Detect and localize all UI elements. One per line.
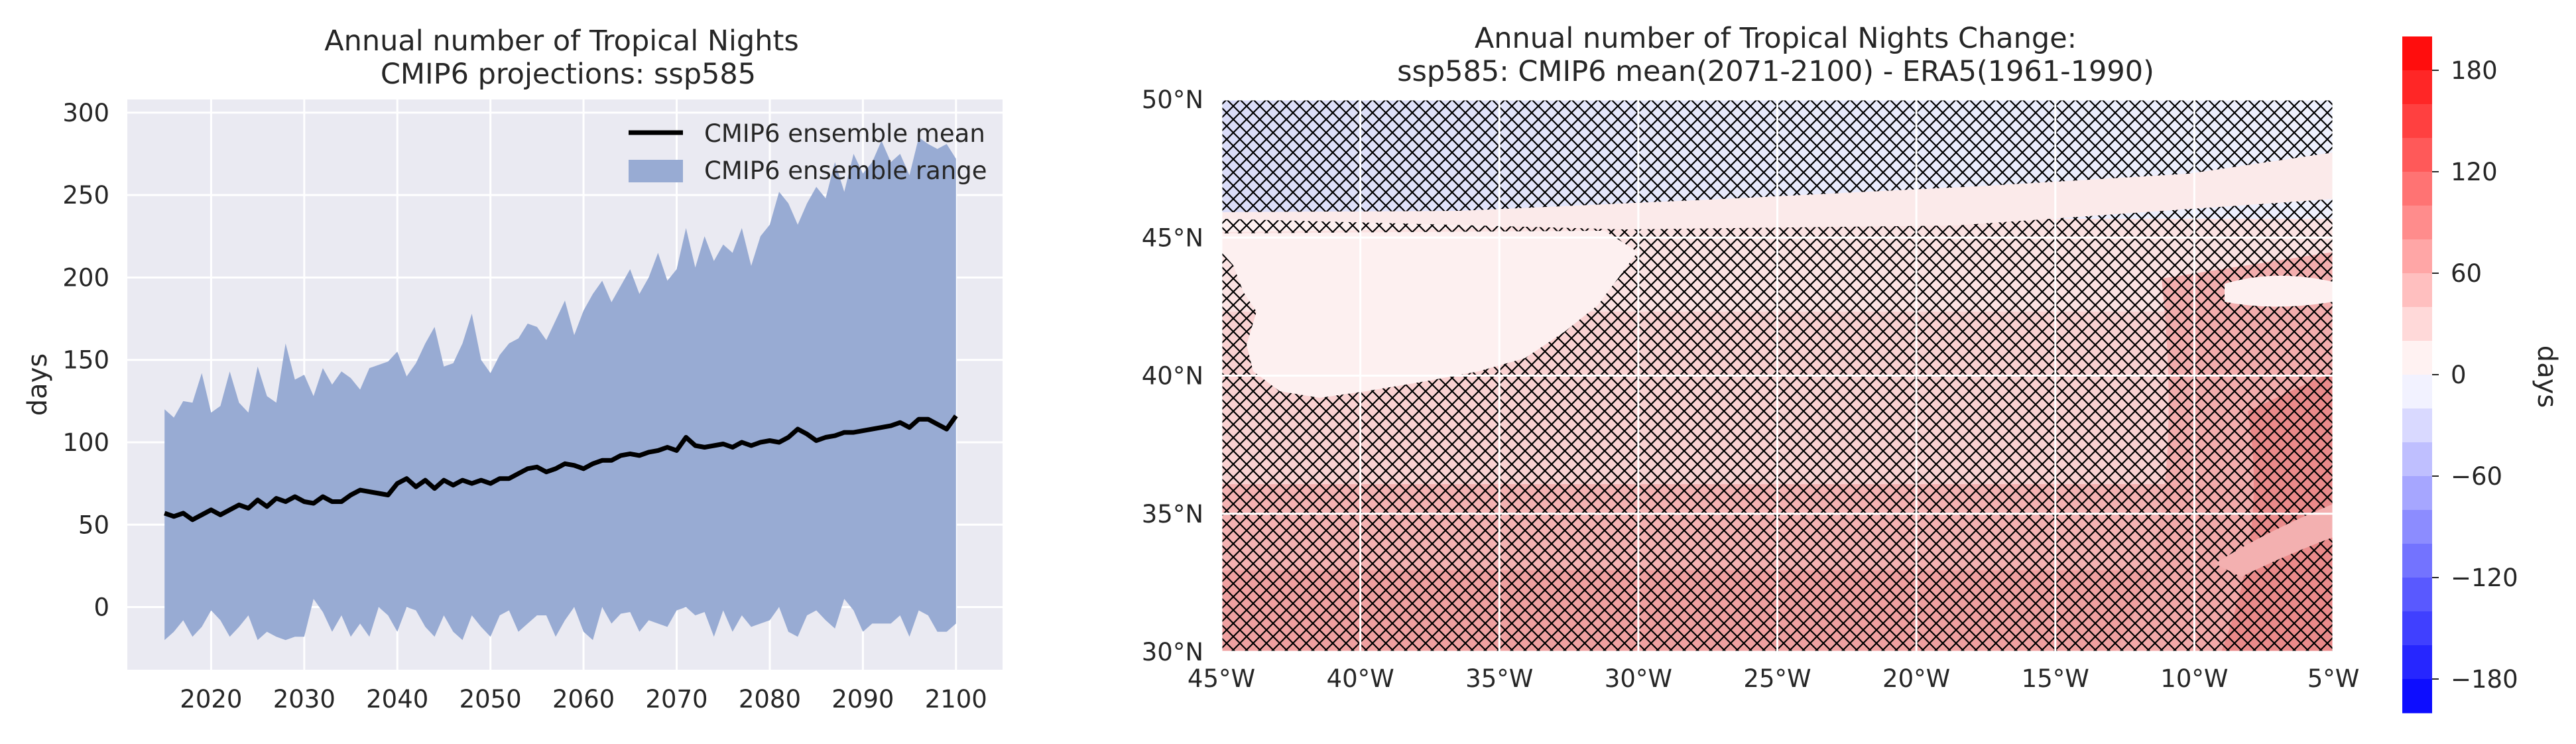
- left-x-tick-label: 2030: [273, 685, 336, 713]
- left-chart-title: Annual number of Tropical Nights: [324, 25, 799, 58]
- map-x-tick-label: 35°W: [1465, 664, 1533, 693]
- colorbar-bin: [2402, 375, 2432, 409]
- legend-mean-label: CMIP6 ensemble mean: [704, 119, 985, 148]
- left-x-tick-label: 2090: [831, 685, 894, 713]
- colorbar-bin: [2402, 206, 2432, 240]
- map-unhatched-west: [1221, 231, 1638, 398]
- colorbar-bin: [2402, 36, 2432, 71]
- colorbar-bin: [2402, 645, 2432, 680]
- colorbar-bin: [2402, 442, 2432, 477]
- right-chart: Annual number of Tropical Nights Change:…: [1142, 22, 2562, 713]
- map-y-tick-label: 50°N: [1142, 86, 1203, 114]
- colorbar-tick-label: 60: [2451, 259, 2482, 288]
- map-x-tick-label: 15°W: [2022, 664, 2089, 693]
- left-legend: CMIP6 ensemble mean CMIP6 ensemble range: [629, 119, 987, 185]
- left-x-tick-label: 2100: [925, 685, 987, 713]
- colorbar-bin: [2402, 544, 2432, 578]
- colorbar: [2402, 36, 2432, 713]
- ensemble-range-area: [164, 137, 956, 641]
- colorbar-tick-label: 0: [2451, 361, 2467, 389]
- colorbar-tick-label: 180: [2451, 56, 2498, 85]
- map-frame: [1221, 99, 2334, 652]
- map-x-tick-label: 20°W: [1882, 664, 1950, 693]
- map-y-tick-labels: 30°N 35°N 40°N 45°N 50°N: [1142, 86, 1203, 666]
- map-x-tick-label: 30°W: [1605, 664, 1672, 693]
- map-unhatched-east: [2225, 275, 2333, 307]
- colorbar-bin: [2402, 408, 2432, 443]
- colorbar-bin: [2402, 104, 2432, 139]
- left-y-tick-label: 0: [93, 593, 109, 622]
- map-y-tick-label: 45°N: [1142, 223, 1203, 252]
- legend-range-label: CMIP6 ensemble range: [704, 156, 987, 185]
- colorbar-bin: [2402, 510, 2432, 544]
- colorbar-tick-label: 120: [2451, 158, 2498, 186]
- colorbar-bin: [2402, 70, 2432, 105]
- left-y-tick-label: 150: [62, 346, 109, 375]
- colorbar-bin: [2402, 341, 2432, 375]
- left-x-tick-label: 2050: [460, 685, 522, 713]
- legend-range-swatch: [629, 160, 683, 182]
- colorbar-bin: [2402, 138, 2432, 172]
- left-y-tick-label: 50: [78, 511, 109, 539]
- left-x-tick-label: 2040: [366, 685, 428, 713]
- ensemble-mean-line: [164, 414, 958, 523]
- map-x-tick-labels: 45°W 40°W 35°W 30°W 25°W 20°W 15°W 10°W 5°W: [1188, 664, 2359, 693]
- colorbar-label: days: [2532, 345, 2562, 408]
- left-chart-subtitle: CMIP6 projections: ssp585: [381, 58, 756, 91]
- map-x-tick-label: 5°W: [2307, 664, 2360, 693]
- colorbar-bin: [2402, 679, 2432, 713]
- map-y-tick-label: 30°N: [1142, 638, 1203, 666]
- map-gridlines: [1221, 99, 2333, 652]
- right-chart-subtitle: ssp585: CMIP6 mean(2071-2100) - ERA5(196…: [1397, 55, 2154, 88]
- colorbar-bin: [2402, 239, 2432, 274]
- colorbar-bin: [2402, 273, 2432, 308]
- colorbar-tick-label: −180: [2451, 665, 2518, 694]
- map-x-tick-label: 25°W: [1743, 664, 1811, 693]
- left-chart: Annual number of Tropical Nights CMIP6 p…: [23, 25, 1003, 713]
- map-field: [1221, 99, 2333, 652]
- left-y-tick-label: 200: [62, 263, 109, 292]
- colorbar-tick-label: −60: [2451, 462, 2502, 491]
- map-x-tick-label: 45°W: [1188, 664, 1255, 693]
- map-y-tick-label: 40°N: [1142, 362, 1203, 391]
- left-x-tick-label: 2020: [180, 685, 242, 713]
- colorbar-bin: [2402, 578, 2432, 612]
- left-x-tick-label: 2070: [645, 685, 707, 713]
- map-y-tick-label: 35°N: [1142, 500, 1203, 528]
- left-y-tick-label: 100: [62, 428, 109, 457]
- colorbar-bin: [2402, 476, 2432, 511]
- left-x-tick-label: 2080: [739, 685, 801, 713]
- left-y-tick-label: 300: [62, 99, 109, 127]
- left-y-axis-label: days: [23, 353, 53, 416]
- map-x-tick-label: 10°W: [2160, 664, 2228, 693]
- colorbar-tick-label: −120: [2451, 564, 2518, 592]
- ensemble-mean-polyline: [164, 414, 958, 523]
- colorbar-bin: [2402, 172, 2432, 206]
- map-x-tick-label: 40°W: [1327, 664, 1394, 693]
- ensemble-range-polygon: [164, 137, 956, 641]
- left-y-tick-labels: 0 50 100 150 200 250 300: [62, 99, 109, 622]
- left-y-tick-label: 250: [62, 181, 109, 210]
- right-chart-title: Annual number of Tropical Nights Change:: [1475, 22, 2077, 55]
- left-x-tick-label: 2060: [552, 685, 615, 713]
- colorbar-bin: [2402, 611, 2432, 646]
- colorbar-tick-labels: 180 120 60 0 −60 −120 −180: [2432, 56, 2518, 694]
- colorbar-bin: [2402, 307, 2432, 341]
- left-x-tick-labels: 2020 2030 2040 2050 2060 2070 2080 2090 2100: [180, 685, 987, 713]
- map-unhatched-southeast: [2215, 504, 2333, 577]
